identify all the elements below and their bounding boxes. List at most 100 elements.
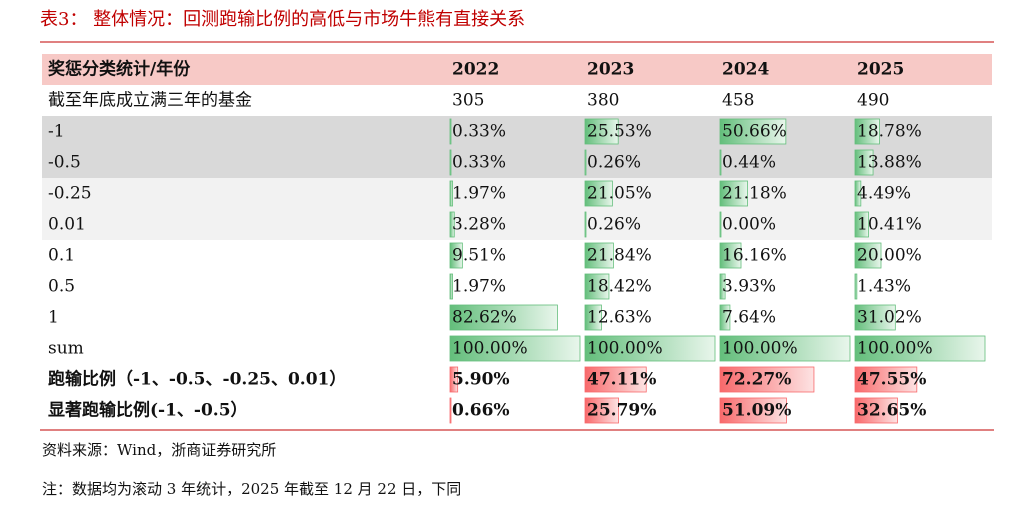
row-label: -0.25	[48, 184, 92, 204]
row-bg	[42, 116, 992, 147]
data-bar	[719, 335, 851, 362]
header-cell: 2023	[587, 60, 634, 80]
data-bar	[449, 211, 455, 238]
row-bg	[42, 364, 992, 395]
value-cell: 9.51%	[452, 246, 506, 266]
data-bar	[854, 335, 986, 362]
data-bar	[854, 304, 896, 331]
value-cell: 32.65%	[857, 401, 926, 421]
row-label: 0.01	[48, 215, 86, 235]
value-cell: 490	[857, 91, 889, 111]
value-cell: 0.26%	[587, 153, 641, 173]
data-bar	[584, 304, 602, 331]
data-bar	[854, 180, 862, 207]
value-cell: 50.66%	[722, 122, 787, 142]
data-bar	[719, 149, 722, 176]
row-bg	[42, 240, 992, 271]
data-bar	[584, 118, 619, 145]
value-cell: 458	[722, 91, 754, 111]
data-bar	[584, 242, 614, 269]
value-cell: 51.09%	[722, 401, 791, 421]
data-bar	[854, 211, 869, 238]
header-bg	[42, 54, 992, 85]
row-label: -1	[48, 122, 65, 142]
data-bar	[719, 304, 731, 331]
data-bar	[719, 397, 787, 424]
value-cell: 82.62%	[452, 308, 517, 328]
value-cell: 12.63%	[587, 308, 652, 328]
data-bar	[584, 366, 647, 393]
row-bg	[42, 209, 992, 240]
row-label: 0.5	[48, 277, 75, 297]
value-cell: 47.11%	[587, 370, 656, 390]
value-cell: 16.16%	[722, 246, 787, 266]
value-cell: 100.00%	[452, 339, 528, 359]
note: 注：数据均为滚动 3 年统计，2025 年截至 12 月 22 日，下同	[42, 480, 461, 498]
value-cell: 100.00%	[722, 339, 798, 359]
row-bg	[42, 178, 992, 209]
value-cell: 7.64%	[722, 308, 776, 328]
value-cell: 21.18%	[722, 184, 787, 204]
value-cell: 1.43%	[857, 277, 911, 297]
row-bg	[42, 271, 992, 302]
header-cell: 2022	[452, 60, 499, 80]
value-cell: 0.44%	[722, 153, 776, 173]
data-bar	[449, 118, 452, 145]
data-bar	[854, 242, 882, 269]
value-cell: 31.02%	[857, 308, 922, 328]
row-label: sum	[48, 339, 84, 359]
value-cell: 0.00%	[722, 215, 776, 235]
value-cell: 20.00%	[857, 246, 922, 266]
row-label: 显著跑输比例(-1、-0.5）	[48, 400, 248, 421]
value-cell: 21.05%	[587, 184, 652, 204]
title: 表3： 整体情况：回测跑输比例的高低与市场牛熊有直接关系	[40, 9, 525, 30]
value-cell: 13.88%	[857, 153, 922, 173]
row-label: 0.1	[48, 246, 75, 266]
data-bar	[584, 335, 716, 362]
value-cell: 3.93%	[722, 277, 776, 297]
row-label: 跑输比例（-1、-0.5、-0.25、0.01）	[48, 369, 346, 390]
data-bar	[449, 304, 558, 331]
header-cell: 奖惩分类统计/年份	[48, 59, 191, 80]
data-bar	[449, 335, 581, 362]
data-bar	[719, 366, 815, 393]
data-bar	[854, 149, 874, 176]
data-bar	[449, 149, 452, 176]
data-bar	[719, 273, 726, 300]
header-cell: 2024	[722, 60, 769, 80]
row-label: 1	[48, 308, 59, 328]
data-bar	[449, 180, 453, 207]
value-cell: 100.00%	[587, 339, 663, 359]
value-cell: 25.79%	[587, 401, 656, 421]
value-cell: 3.28%	[452, 215, 506, 235]
row-bg	[42, 395, 992, 426]
data-bar	[854, 273, 858, 300]
row-bg	[42, 85, 992, 116]
value-cell: 10.41%	[857, 215, 922, 235]
data-bar	[449, 397, 452, 424]
data-bar	[854, 397, 898, 424]
data-bar	[584, 180, 613, 207]
value-cell: 305	[452, 91, 484, 111]
data-bar	[719, 242, 742, 269]
value-cell: 0.33%	[452, 153, 506, 173]
value-cell: 5.90%	[452, 370, 510, 390]
data-bar	[449, 242, 463, 269]
data-bar	[719, 180, 748, 207]
row-bg	[42, 147, 992, 178]
value-cell: 18.78%	[857, 122, 922, 142]
value-cell: 72.27%	[722, 370, 791, 390]
data-bar	[854, 118, 880, 145]
data-bar	[449, 273, 453, 300]
value-cell: 0.33%	[452, 122, 506, 142]
data-bar	[584, 397, 619, 424]
value-cell: 21.84%	[587, 246, 652, 266]
data-bar	[449, 366, 459, 393]
data-bar	[584, 149, 587, 176]
data-bar	[719, 211, 722, 238]
value-cell: 47.55%	[857, 370, 926, 390]
row-label: -0.5	[48, 153, 81, 173]
data-bar	[719, 118, 787, 145]
value-cell: 0.66%	[452, 401, 510, 421]
